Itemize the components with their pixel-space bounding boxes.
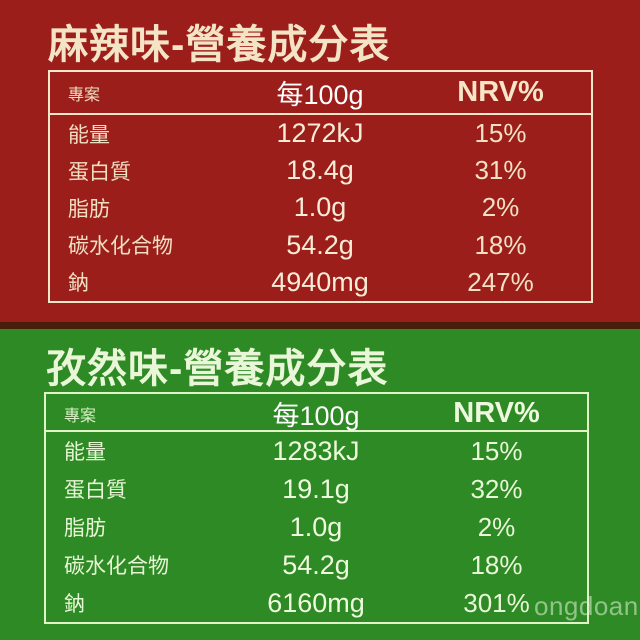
table-header-row: 專案 每100g NRV% <box>46 394 587 432</box>
row-nrv: 301% <box>463 587 530 618</box>
row-value: 1283kJ <box>272 435 360 466</box>
header-per100g-label: 每100g <box>272 401 360 431</box>
table-row: 蛋白質 18.4g 31% <box>50 152 591 189</box>
header-nrv-label: NRV% <box>457 76 544 108</box>
table-row: 鈉 6160mg 301% <box>46 584 587 622</box>
table-body: 能量 1272kJ 15% 蛋白質 18.4g 31% 脂肪 1.0g 2% 碳… <box>50 115 591 301</box>
row-nrv: 2% <box>477 511 516 542</box>
table-row: 脂肪 1.0g 2% <box>46 508 587 546</box>
row-value: 54.2g <box>286 229 354 260</box>
row-label: 蛋白質 <box>64 479 127 502</box>
row-label: 能量 <box>64 441 106 464</box>
row-label: 鈉 <box>64 593 85 616</box>
row-label: 碳水化合物 <box>68 235 173 259</box>
row-value: 54.2g <box>282 549 350 580</box>
nutrition-table-mala: 專案 每100g NRV% 能量 1272kJ 15% 蛋白質 18.4g 31… <box>48 70 593 303</box>
row-nrv: 32% <box>470 473 523 504</box>
row-value: 1.0g <box>293 192 347 223</box>
row-label: 脂肪 <box>68 197 110 221</box>
row-nrv: 15% <box>470 435 523 466</box>
section-divider <box>0 322 640 329</box>
table-row: 碳水化合物 54.2g 18% <box>46 546 587 584</box>
row-value: 1.0g <box>289 511 343 542</box>
header-per100g-label: 每100g <box>276 80 364 110</box>
table-row: 能量 1272kJ 15% <box>50 115 591 152</box>
row-nrv: 15% <box>474 118 527 149</box>
table-header-row: 專案 每100g NRV% <box>50 72 591 115</box>
row-value: 4940mg <box>271 266 369 297</box>
table-row: 碳水化合物 54.2g 18% <box>50 227 591 264</box>
row-label: 鈉 <box>68 272 89 296</box>
row-label: 能量 <box>68 123 110 147</box>
header-item-label: 專案 <box>64 407 97 425</box>
header-item-label: 專案 <box>68 86 101 104</box>
row-label: 碳水化合物 <box>64 555 169 578</box>
section-title-ziran: 孜然味-營養成分表 <box>46 347 389 391</box>
row-nrv: 2% <box>481 192 520 223</box>
section-title-mala: 麻辣味-營養成分表 <box>48 23 391 67</box>
table-row: 能量 1283kJ 15% <box>46 432 587 470</box>
row-value: 18.4g <box>286 155 354 186</box>
row-value: 19.1g <box>282 473 350 504</box>
row-nrv: 31% <box>474 155 527 186</box>
nutrition-table-ziran: 專案 每100g NRV% 能量 1283kJ 15% 蛋白質 19.1g 32… <box>44 392 589 624</box>
section-mala: 麻辣味-營養成分表 專案 每100g NRV% 能量 1272kJ 15% 蛋白… <box>0 0 640 322</box>
row-value: 6160mg <box>267 587 365 618</box>
row-nrv: 247% <box>467 266 534 297</box>
header-nrv-label: NRV% <box>453 397 540 429</box>
row-value: 1272kJ <box>276 118 364 149</box>
table-body: 能量 1283kJ 15% 蛋白質 19.1g 32% 脂肪 1.0g 2% 碳… <box>46 432 587 622</box>
row-label: 蛋白質 <box>68 160 131 184</box>
row-label: 脂肪 <box>64 517 106 540</box>
section-ziran: 孜然味-營養成分表 專案 每100g NRV% 能量 1283kJ 15% 蛋白… <box>0 329 640 640</box>
table-row: 脂肪 1.0g 2% <box>50 189 591 226</box>
row-nrv: 18% <box>474 229 527 260</box>
row-nrv: 18% <box>470 549 523 580</box>
table-row: 鈉 4940mg 247% <box>50 264 591 301</box>
table-row: 蛋白質 19.1g 32% <box>46 470 587 508</box>
